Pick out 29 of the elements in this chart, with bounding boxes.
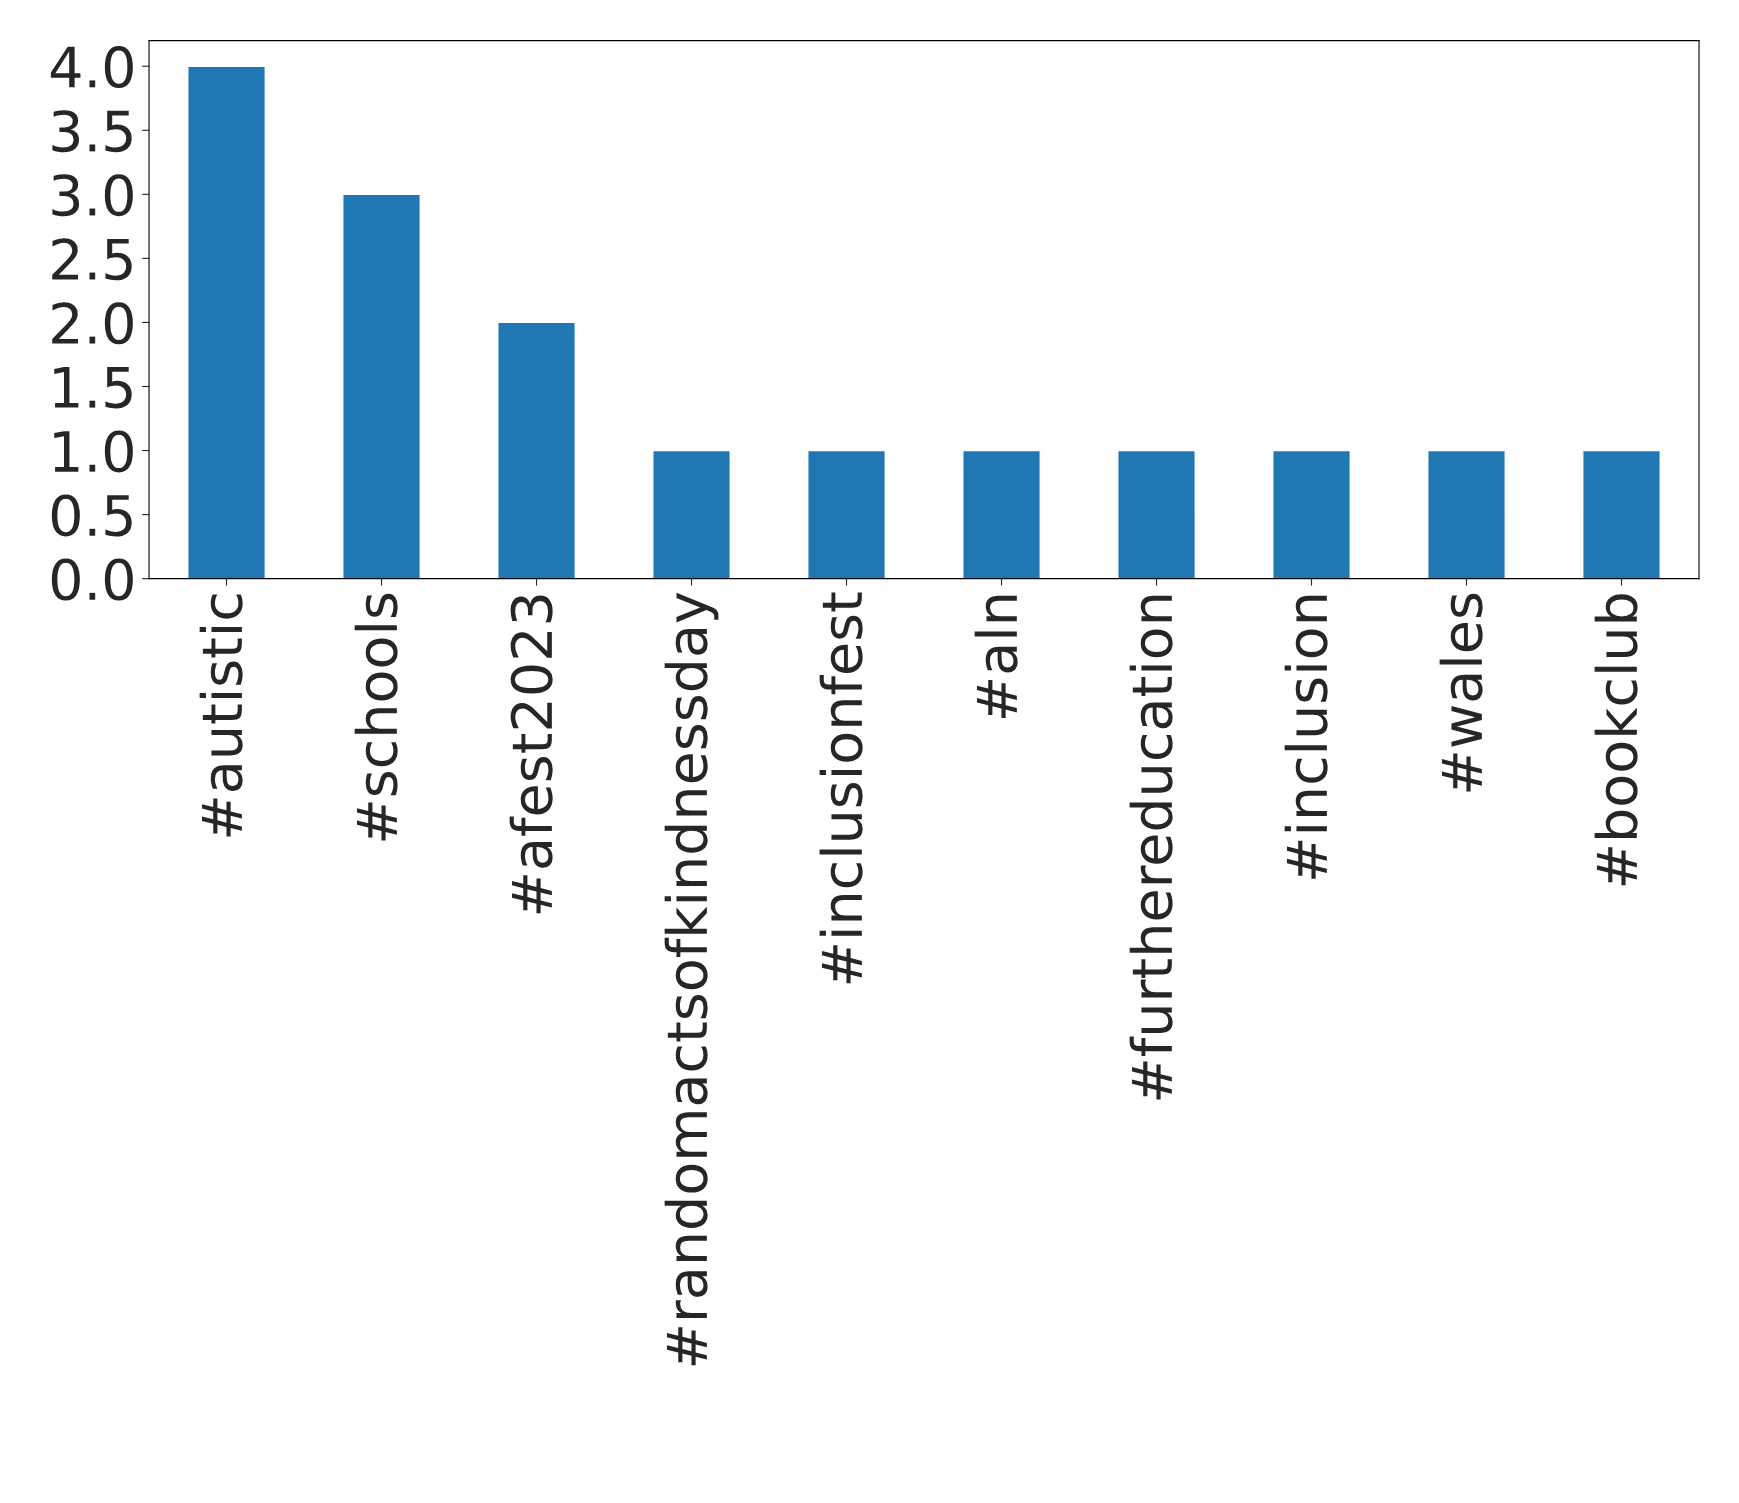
bar	[342, 193, 421, 579]
y-tick-label: 2.5	[52, 238, 132, 281]
x-tick-label: #autistic	[199, 594, 243, 837]
bar	[1117, 449, 1196, 579]
x-tick-label: #afest2023	[509, 595, 553, 914]
y-tick-label: 3.0	[52, 174, 133, 217]
bar	[187, 65, 266, 579]
y-tick-label: 0.5	[51, 494, 132, 537]
y-tick-label: 1.0	[54, 430, 133, 473]
bar	[1427, 449, 1506, 579]
y-tick-label: 1.5	[54, 367, 132, 409]
x-tick-label: #bookclub	[1594, 594, 1638, 886]
x-tick-label: #inclusion	[1284, 595, 1328, 879]
y-tick-label: 3.5	[52, 110, 132, 153]
x-tick-label: #inclusionfest	[819, 592, 863, 984]
y-tick-label: 2.0	[52, 302, 133, 345]
x-tick-label: #furthereducation	[1129, 595, 1173, 1100]
bar	[807, 449, 886, 579]
y-tick-label: 0.0	[51, 558, 133, 601]
bar	[962, 449, 1041, 579]
y-tick-label: 4.0	[50, 46, 133, 89]
bar	[1582, 449, 1661, 579]
bar	[652, 449, 731, 579]
bar	[1272, 449, 1351, 579]
x-tick-label: #randomactsofkindnessday	[664, 592, 719, 1366]
x-tick-label: #schools	[354, 593, 398, 841]
x-tick-label: #aln	[974, 595, 1018, 719]
bar	[497, 321, 576, 579]
x-tick-label: #wales	[1439, 593, 1483, 792]
